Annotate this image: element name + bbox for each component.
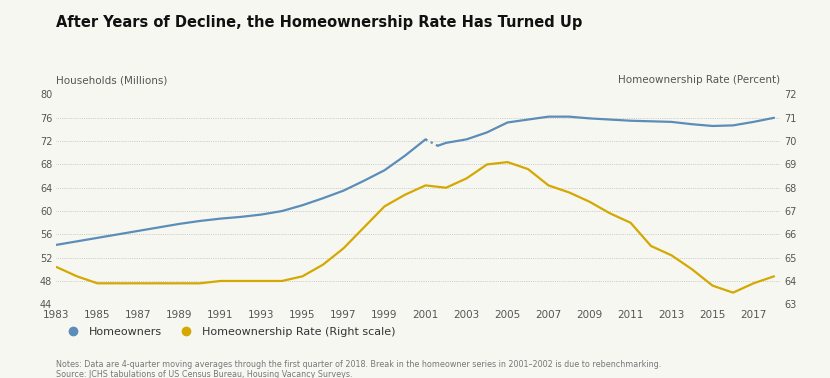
Text: Source: JCHS tabulations of US Census Bureau, Housing Vacancy Surveys.: Source: JCHS tabulations of US Census Bu… xyxy=(56,370,353,378)
Text: Notes: Data are 4-quarter moving averages through the first quarter of 2018. Bre: Notes: Data are 4-quarter moving average… xyxy=(56,360,662,369)
Text: Homeownership Rate (Percent): Homeownership Rate (Percent) xyxy=(618,75,780,85)
Text: After Years of Decline, the Homeownership Rate Has Turned Up: After Years of Decline, the Homeownershi… xyxy=(56,15,583,30)
Legend: Homeowners, Homeownership Rate (Right scale): Homeowners, Homeownership Rate (Right sc… xyxy=(62,327,395,336)
Text: Households (Millions): Households (Millions) xyxy=(56,75,168,85)
